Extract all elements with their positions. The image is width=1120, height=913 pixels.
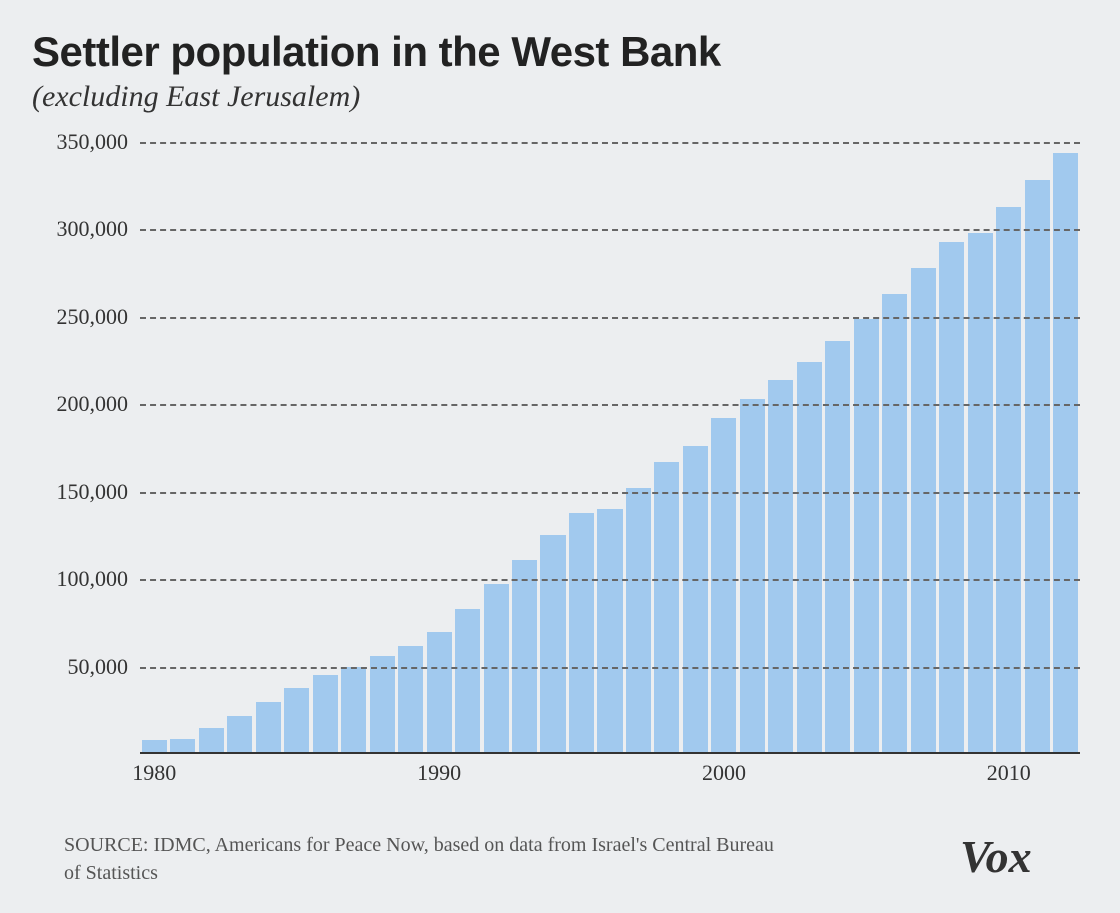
grid-line [140,579,1080,581]
bar [256,702,281,754]
x-axis-labels: 1980199020002010 [140,754,1080,784]
bar [597,509,622,754]
bar [512,560,537,754]
bar [996,207,1021,754]
bar [1053,153,1078,755]
bar [341,667,366,754]
bar [313,675,338,754]
bar [569,513,594,754]
x-axis-label: 2000 [702,760,746,786]
bar [227,716,252,754]
bar [711,418,736,754]
y-axis-label: 350,000 [40,129,128,155]
grid-line [140,404,1080,406]
bar [455,609,480,754]
y-axis-label: 50,000 [40,654,128,680]
bar [626,488,651,754]
chart-subtitle: (excluding East Jerusalem) [32,80,1088,114]
bar [911,268,936,754]
bar [768,380,793,754]
grid-line [140,229,1080,231]
x-axis-label: 1980 [132,760,176,786]
bar [484,584,509,754]
bar [740,399,765,754]
y-axis-label: 100,000 [40,566,128,592]
bar [654,462,679,754]
chart-title: Settler population in the West Bank [32,28,1088,76]
plot-area: 1980199020002010 [140,142,1080,754]
bar [825,341,850,754]
bar [882,294,907,754]
bar [540,535,565,754]
bar [854,319,879,754]
bar [199,728,224,754]
y-axis-label: 200,000 [40,391,128,417]
chart-container: 1980199020002010 50,000 100,000 150,000 200… [40,142,1088,754]
source-attribution: SOURCE: IDMC, Americans for Peace Now, b… [64,831,784,887]
bar [797,362,822,754]
y-axis-label: 150,000 [40,479,128,505]
grid-line [140,667,1080,669]
bar [427,632,452,754]
bar-chart: 1980199020002010 50,000 100,000 150,000 200… [40,142,1080,754]
vox-logo: Vox [960,828,1080,889]
bar [398,646,423,754]
vox-logo-text: Vox [960,831,1032,882]
bars-group [140,142,1080,754]
x-axis-label: 1990 [417,760,461,786]
grid-line [140,142,1080,144]
grid-line [140,317,1080,319]
x-axis-label: 2010 [987,760,1031,786]
bar [284,688,309,754]
bar [370,656,395,754]
y-axis-label: 300,000 [40,216,128,242]
y-axis-label: 250,000 [40,304,128,330]
grid-line [140,492,1080,494]
